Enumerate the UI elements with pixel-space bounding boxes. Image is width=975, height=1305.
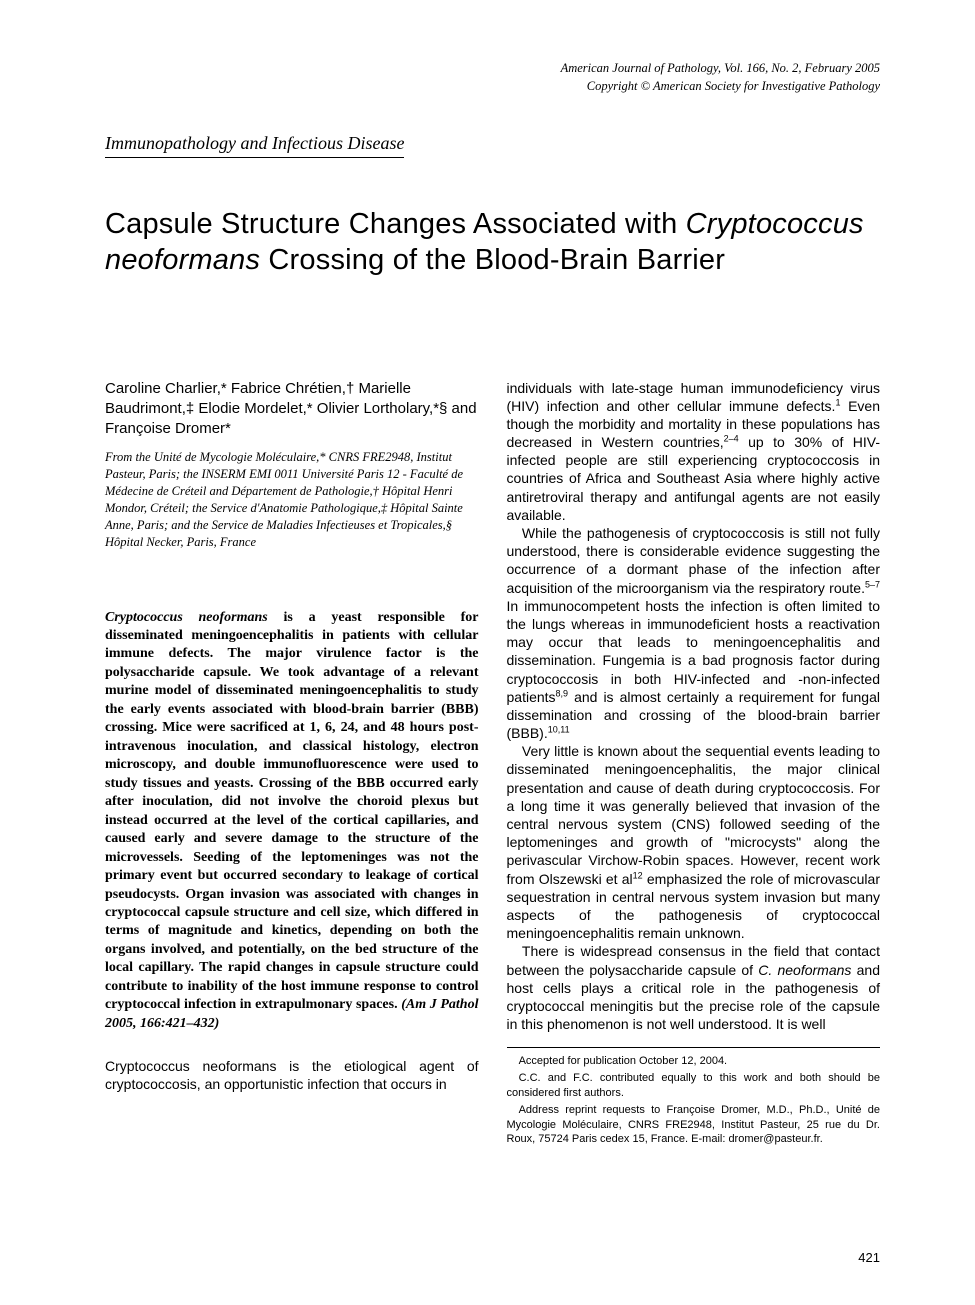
- sup-5-7: 5–7: [865, 579, 880, 589]
- affiliations: From the Unité de Mycologie Moléculaire,…: [105, 449, 479, 550]
- p4-italic: C. neoformans: [758, 962, 851, 978]
- p3a: Very little is known about the sequentia…: [507, 743, 881, 886]
- abstract-lead-italic: Cryptococcus neoformans: [105, 610, 268, 625]
- title-part1: Capsule Structure Changes Associated wit…: [105, 208, 686, 240]
- sup-10-11: 10,11: [548, 724, 570, 734]
- page-number: 421: [858, 1250, 880, 1265]
- footnote-reprint: Address reprint requests to Françoise Dr…: [507, 1103, 881, 1148]
- p3: Very little is known about the sequentia…: [507, 742, 881, 942]
- section-category: Immunopathology and Infectious Disease: [105, 133, 404, 158]
- footnotes-rule: [507, 1047, 881, 1048]
- abstract-body: is a yeast responsible for disseminated …: [105, 610, 479, 1013]
- footnote-equal-contrib: C.C. and F.C. contributed equally to thi…: [507, 1071, 881, 1101]
- p1: individuals with late-stage human immuno…: [507, 379, 881, 525]
- body-right: individuals with late-stage human immuno…: [507, 379, 881, 1034]
- title-part2: Crossing of the Blood-Brain Barrier: [260, 244, 725, 276]
- p4: There is widespread consensus in the fie…: [507, 942, 881, 1033]
- p2: While the pathogenesis of cryptococcosis…: [507, 524, 881, 742]
- intro-left: Cryptococcus neoformans is the etiologic…: [105, 1057, 479, 1093]
- two-column-layout: Caroline Charlier,* Fabrice Chrétien,† M…: [105, 379, 880, 1150]
- authors: Caroline Charlier,* Fabrice Chrétien,† M…: [105, 379, 479, 440]
- abstract: Cryptococcus neoformans is a yeast respo…: [105, 609, 479, 1034]
- p2a: While the pathogenesis of cryptococcosis…: [507, 525, 881, 596]
- footnotes: Accepted for publication October 12, 200…: [507, 1054, 881, 1147]
- journal-citation: American Journal of Pathology, Vol. 166,…: [105, 60, 880, 78]
- right-column: individuals with late-stage human immuno…: [507, 379, 881, 1150]
- journal-copyright: Copyright © American Society for Investi…: [105, 78, 880, 96]
- article-title: Capsule Structure Changes Associated wit…: [105, 206, 880, 279]
- p1a: individuals with late-stage human immuno…: [507, 380, 881, 414]
- footnote-accepted: Accepted for publication October 12, 200…: [507, 1054, 881, 1069]
- sup-2-4: 2–4: [724, 433, 739, 443]
- journal-header: American Journal of Pathology, Vol. 166,…: [105, 60, 880, 95]
- intro-left-p: Cryptococcus neoformans is the etiologic…: [105, 1057, 479, 1093]
- sup-12: 12: [633, 870, 643, 880]
- sup-8-9: 8,9: [556, 688, 569, 698]
- left-column: Caroline Charlier,* Fabrice Chrétien,† M…: [105, 379, 479, 1150]
